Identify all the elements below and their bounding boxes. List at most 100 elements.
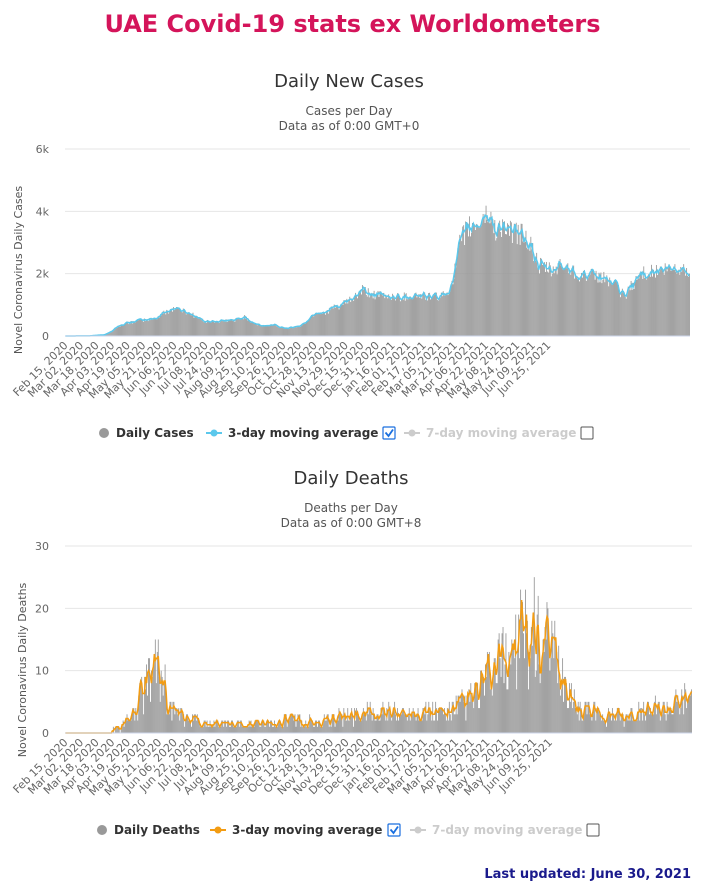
bar — [458, 245, 460, 336]
bar — [163, 310, 165, 336]
bar — [293, 326, 295, 336]
legend-item-7-day-moving-average[interactable]: 7-day moving average — [410, 823, 582, 837]
bar — [199, 317, 201, 336]
bar — [657, 701, 659, 733]
bar — [346, 720, 348, 733]
bar — [475, 683, 477, 733]
bar — [214, 321, 216, 336]
legend-label: Daily Cases — [116, 426, 194, 440]
bar — [580, 708, 582, 733]
bar — [419, 720, 421, 733]
bar — [123, 726, 125, 733]
y-tick-label: 20 — [35, 602, 49, 615]
bar — [352, 298, 354, 336]
bar — [232, 720, 233, 733]
bar — [304, 726, 306, 733]
bar — [406, 299, 408, 336]
bar — [661, 268, 663, 336]
bar — [500, 231, 502, 336]
bar — [255, 720, 257, 733]
bar — [412, 298, 414, 336]
checkbox-7-day-moving-average[interactable] — [586, 823, 600, 837]
bar — [416, 714, 418, 733]
checkbox-7-day-moving-average[interactable] — [580, 426, 594, 440]
bar — [420, 720, 422, 733]
bar — [652, 714, 654, 733]
bar — [319, 312, 321, 336]
bar — [366, 296, 368, 336]
bar — [190, 720, 191, 733]
bar — [380, 708, 382, 733]
checkbox-box[interactable] — [387, 823, 401, 837]
bar — [577, 278, 578, 336]
bar — [531, 249, 533, 336]
bar — [136, 320, 137, 336]
bar — [224, 321, 226, 336]
bar — [458, 695, 460, 733]
bar — [216, 321, 218, 336]
bar — [630, 280, 632, 336]
bar — [616, 280, 617, 336]
bar — [332, 308, 334, 336]
bar — [276, 726, 277, 733]
bar — [585, 701, 587, 733]
bar — [382, 295, 384, 336]
bar — [602, 714, 604, 733]
bar — [482, 676, 483, 733]
legend-item-7-day-moving-average[interactable]: 7-day moving average — [404, 426, 576, 440]
bar — [375, 294, 377, 336]
bar — [539, 683, 541, 733]
checkbox-3-day-moving-average[interactable] — [382, 426, 396, 440]
legend-marker — [214, 826, 222, 834]
y-axis-label: Novel Coronavirus Daily Cases — [12, 186, 25, 354]
bar — [486, 651, 488, 733]
bar — [566, 268, 568, 336]
bar — [231, 319, 233, 336]
legend-item-daily-deaths[interactable]: Daily Deaths — [97, 823, 200, 837]
bar — [404, 714, 406, 733]
legend-item-3-day-moving-average[interactable]: 3-day moving average — [206, 426, 378, 440]
bar — [629, 720, 631, 733]
bar — [514, 658, 516, 733]
bar — [676, 273, 678, 336]
bar — [513, 645, 515, 733]
bar — [501, 633, 503, 733]
bar — [621, 714, 623, 733]
bar — [621, 288, 623, 336]
bar — [653, 269, 654, 336]
legend-item-3-day-moving-average[interactable]: 3-day moving average — [210, 823, 382, 837]
bar — [452, 284, 454, 336]
chart-subtitle: Deaths per Day — [304, 501, 398, 515]
bar — [492, 219, 494, 336]
bar — [390, 714, 392, 733]
bar — [118, 325, 120, 336]
bar — [573, 265, 575, 336]
bar — [578, 277, 579, 336]
bar — [223, 320, 225, 336]
checkbox-3-day-moving-average[interactable] — [387, 823, 401, 837]
chart-title: Daily New Cases — [274, 71, 424, 92]
bar — [353, 300, 355, 336]
bar — [540, 257, 542, 336]
bar — [281, 327, 283, 336]
checkbox-box[interactable] — [580, 426, 594, 440]
bar — [416, 297, 418, 336]
bar — [526, 247, 528, 336]
checkbox-box[interactable] — [382, 426, 396, 440]
bar — [418, 294, 420, 336]
bar — [688, 695, 690, 733]
bar — [687, 275, 689, 336]
bar — [180, 708, 182, 733]
legend-item-daily-cases[interactable]: Daily Cases — [99, 426, 194, 440]
bar — [272, 325, 274, 336]
bar — [658, 701, 660, 733]
bar — [242, 317, 244, 336]
bar — [522, 241, 524, 336]
bar — [139, 318, 140, 336]
bar — [563, 701, 565, 733]
bar — [348, 720, 350, 733]
checkbox-box[interactable] — [586, 823, 600, 837]
bar — [364, 714, 366, 733]
bar — [413, 296, 415, 336]
bar — [551, 620, 553, 733]
